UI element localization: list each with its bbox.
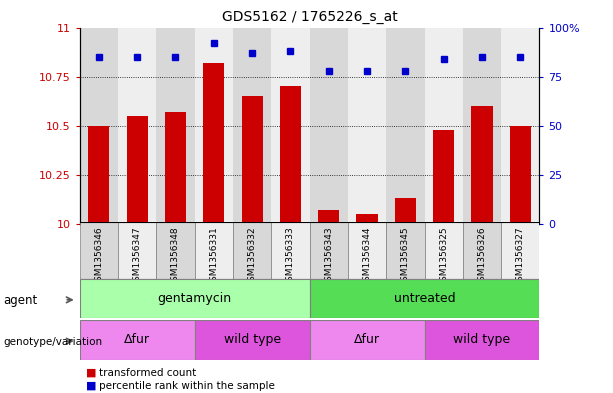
Text: ■: ■ (86, 381, 96, 391)
Bar (118, 222, 156, 279)
Bar (424, 320, 539, 360)
Bar (280, 86, 301, 224)
Bar (395, 198, 416, 224)
Bar (204, 63, 224, 224)
Bar (88, 126, 109, 224)
Bar (471, 106, 492, 224)
Bar (433, 130, 454, 224)
Text: GSM1356327: GSM1356327 (516, 227, 525, 287)
Text: GSM1356331: GSM1356331 (209, 227, 218, 287)
Text: GSM1356333: GSM1356333 (286, 227, 295, 287)
Text: GSM1356325: GSM1356325 (439, 227, 448, 287)
Bar (127, 116, 148, 224)
Bar (386, 222, 424, 279)
Bar (501, 222, 539, 279)
Text: GSM1356346: GSM1356346 (94, 227, 104, 287)
Text: wild type: wild type (454, 333, 511, 347)
Text: agent: agent (3, 294, 37, 307)
Bar (348, 28, 386, 224)
Text: untreated: untreated (394, 292, 455, 305)
Text: GSM1356343: GSM1356343 (324, 227, 333, 287)
Bar (233, 222, 271, 279)
Bar (156, 222, 195, 279)
Bar (80, 28, 118, 224)
Bar (463, 222, 501, 279)
Text: GSM1356332: GSM1356332 (248, 227, 257, 287)
Bar (195, 28, 233, 224)
Text: GSM1356326: GSM1356326 (478, 227, 487, 287)
Text: Δfur: Δfur (354, 333, 380, 347)
Bar (357, 214, 378, 224)
Text: GSM1356345: GSM1356345 (401, 227, 410, 287)
Bar (510, 126, 531, 224)
Bar (318, 210, 339, 224)
Bar (242, 96, 262, 224)
Bar (271, 28, 310, 224)
Bar (233, 28, 271, 224)
Text: GSM1356348: GSM1356348 (171, 227, 180, 287)
Title: GDS5162 / 1765226_s_at: GDS5162 / 1765226_s_at (222, 10, 397, 24)
Bar (80, 320, 195, 360)
Text: genotype/variation: genotype/variation (3, 337, 102, 347)
Text: gentamycin: gentamycin (158, 292, 232, 305)
Bar (195, 320, 310, 360)
Bar (165, 112, 186, 224)
Bar (271, 222, 310, 279)
Text: wild type: wild type (224, 333, 281, 347)
Bar (310, 222, 348, 279)
Bar (386, 28, 424, 224)
Bar (156, 28, 195, 224)
Bar (424, 222, 463, 279)
Text: Δfur: Δfur (124, 333, 150, 347)
Bar (424, 28, 463, 224)
Bar (118, 28, 156, 224)
Bar (310, 279, 539, 318)
Bar (310, 28, 348, 224)
Bar (463, 28, 501, 224)
Text: transformed count: transformed count (99, 367, 197, 378)
Text: ■: ■ (86, 367, 96, 378)
Bar (80, 222, 118, 279)
Text: GSM1356347: GSM1356347 (132, 227, 142, 287)
Bar (195, 222, 233, 279)
Bar (348, 222, 386, 279)
Bar (80, 279, 310, 318)
Text: percentile rank within the sample: percentile rank within the sample (99, 381, 275, 391)
Bar (501, 28, 539, 224)
Bar (310, 320, 424, 360)
Text: GSM1356344: GSM1356344 (362, 227, 371, 287)
